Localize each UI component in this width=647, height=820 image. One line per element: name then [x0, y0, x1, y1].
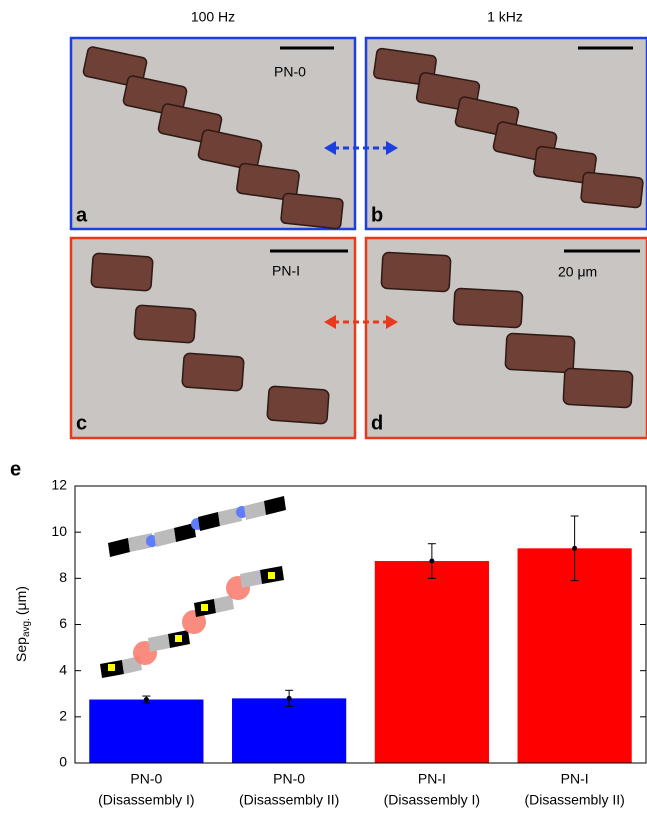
x-tick-label: PN-0 — [273, 771, 305, 787]
y-label-main: Sep — [13, 637, 29, 662]
y-label-unit: (μm) — [13, 586, 29, 615]
arrow-blue — [324, 141, 398, 155]
y-label-sub: avg. — [21, 618, 32, 637]
x-tick-label: (Disassembly II) — [524, 792, 624, 808]
mean-dot — [572, 546, 577, 551]
micrograph-c — [71, 238, 355, 438]
header: 1 kHz — [487, 9, 523, 25]
y-tick-label: 2 — [59, 708, 67, 724]
panel-letter: a — [76, 204, 88, 226]
micrograph-d — [366, 238, 647, 438]
y-tick-label: 10 — [51, 523, 67, 539]
x-tick-label: PN-0 — [130, 771, 162, 787]
y-tick-label: 0 — [59, 754, 67, 770]
y-axis-label: Sepavg. (μm) — [13, 586, 32, 662]
header: 100 Hz — [191, 9, 235, 25]
x-tick-label: (Disassembly I) — [98, 792, 194, 808]
bar — [375, 561, 489, 763]
schematic-pni — [100, 566, 284, 678]
mean-dot — [287, 696, 292, 701]
panel-letter: b — [371, 204, 383, 226]
micrograph-b — [366, 38, 647, 229]
mean-dot — [144, 697, 149, 702]
bar — [89, 700, 203, 763]
micrograph-a — [71, 38, 355, 229]
y-tick-label: 6 — [59, 615, 67, 631]
y-tick-label: 8 — [59, 569, 67, 585]
scale-label: 20 μm — [558, 264, 597, 280]
y-tick-label: 4 — [59, 661, 67, 677]
panel-letter: c — [76, 412, 87, 434]
x-tick-label: (Disassembly I) — [384, 792, 480, 808]
bar — [232, 698, 346, 763]
schematic-pn0 — [108, 496, 286, 557]
panel-letter: d — [371, 412, 383, 434]
arrow-red — [324, 315, 398, 329]
figure: 100 Hz 1 kHz PN-0 PN-I 2 — [0, 0, 647, 815]
y-tick-label: 12 — [51, 477, 67, 493]
mean-dot — [429, 559, 434, 564]
x-tick-label: PN-I — [418, 771, 446, 787]
x-tick-label: PN-I — [561, 771, 589, 787]
x-tick-label: (Disassembly II) — [239, 792, 339, 808]
panel-letter: e — [10, 458, 21, 480]
panel-label: PN-0 — [274, 64, 306, 80]
panel-label: PN-I — [272, 263, 300, 279]
